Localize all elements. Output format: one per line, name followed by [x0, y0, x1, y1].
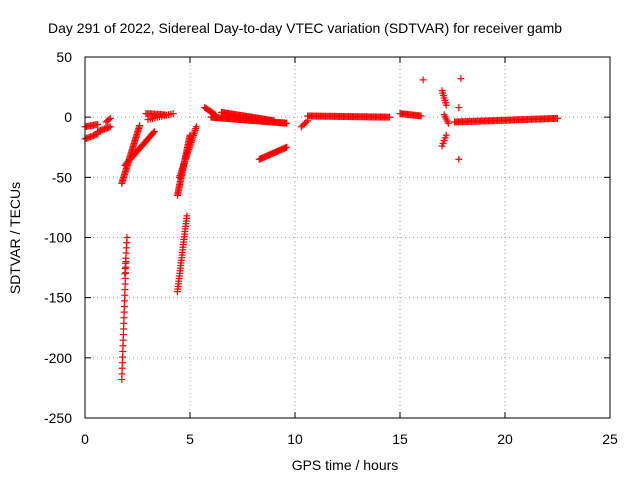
data-point	[419, 76, 427, 84]
y-tick-label: 50	[56, 49, 72, 65]
y-tick-label: 0	[64, 109, 72, 125]
data-point	[302, 118, 310, 126]
data-point	[299, 121, 307, 129]
y-tick-label: -150	[44, 290, 72, 306]
x-tick-label: 15	[392, 431, 408, 447]
data-point	[283, 119, 291, 127]
data-point	[106, 114, 114, 122]
data-point	[106, 123, 114, 131]
data-point	[149, 129, 157, 137]
data-point	[457, 75, 465, 83]
data-point	[150, 128, 158, 136]
data-point	[192, 123, 200, 131]
data-point	[94, 120, 102, 128]
y-tick-label: -100	[44, 230, 72, 246]
data-point	[455, 155, 463, 163]
y-tick-label: -50	[52, 169, 72, 185]
x-tick-label: 5	[186, 431, 194, 447]
data-point	[455, 104, 463, 112]
data-point	[183, 212, 191, 220]
data-point	[283, 143, 291, 151]
plot-frame	[84, 56, 611, 419]
data-point	[300, 120, 308, 128]
x-tick-label: 0	[81, 431, 89, 447]
x-tick-label: 10	[287, 431, 303, 447]
data-point	[297, 123, 305, 131]
tick-labels: 0 5 10 15 20 25 50 0 -50 -100 -150 -200 -250	[44, 49, 618, 447]
y-tick-label: -250	[44, 410, 72, 426]
data-point	[123, 234, 131, 241]
x-axis-label: GPS time / hours	[292, 457, 399, 473]
y-tick-label: -200	[44, 350, 72, 366]
chart-title: Day 291 of 2022, Sidereal Day-to-day VTE…	[48, 20, 562, 36]
data-point	[169, 110, 177, 118]
x-tick-label: 20	[497, 431, 513, 447]
grid-lines	[85, 57, 610, 418]
data-point	[270, 117, 278, 125]
data-points	[81, 75, 561, 383]
data-point	[105, 116, 113, 124]
data-point	[554, 114, 561, 122]
axis-ticks	[84, 56, 611, 419]
y-axis-label: SDTVAR / TECUs	[7, 182, 23, 294]
data-point	[417, 112, 425, 120]
data-point	[442, 101, 450, 109]
x-tick-label: 25	[602, 431, 618, 447]
data-point	[442, 131, 450, 139]
data-point	[136, 122, 144, 130]
data-point	[444, 119, 452, 127]
data-point	[386, 113, 393, 121]
